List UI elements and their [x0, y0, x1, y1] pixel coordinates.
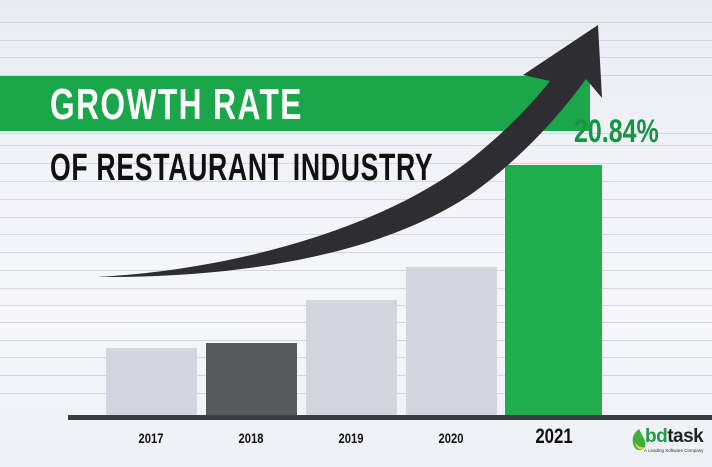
x-tick-label: 2019 [338, 430, 364, 446]
brand-logo: bdtask A Leading Software Company [630, 426, 710, 458]
bar-2018 [206, 343, 297, 416]
x-tick-label-highlight: 2021 [535, 425, 573, 448]
bar-2019 [306, 300, 397, 416]
value-label-2021: 20.84% [574, 113, 659, 149]
bar-2017 [106, 348, 197, 416]
x-tick-label: 2018 [238, 430, 264, 446]
chart-subtitle: OF RESTAURANT INDUSTRY [50, 147, 434, 189]
bar-2021 [505, 165, 602, 416]
bar-2020 [406, 267, 497, 416]
logo-tagline: A Leading Software Company [644, 448, 704, 453]
chart-title: GROWTH RATE [50, 80, 303, 129]
logo-text: bdtask [645, 426, 704, 447]
x-tick-label: 2020 [438, 430, 464, 446]
leaf-icon [632, 429, 646, 451]
x-axis-line [68, 415, 712, 420]
x-tick-label: 2017 [138, 430, 164, 446]
title-band [0, 76, 590, 131]
